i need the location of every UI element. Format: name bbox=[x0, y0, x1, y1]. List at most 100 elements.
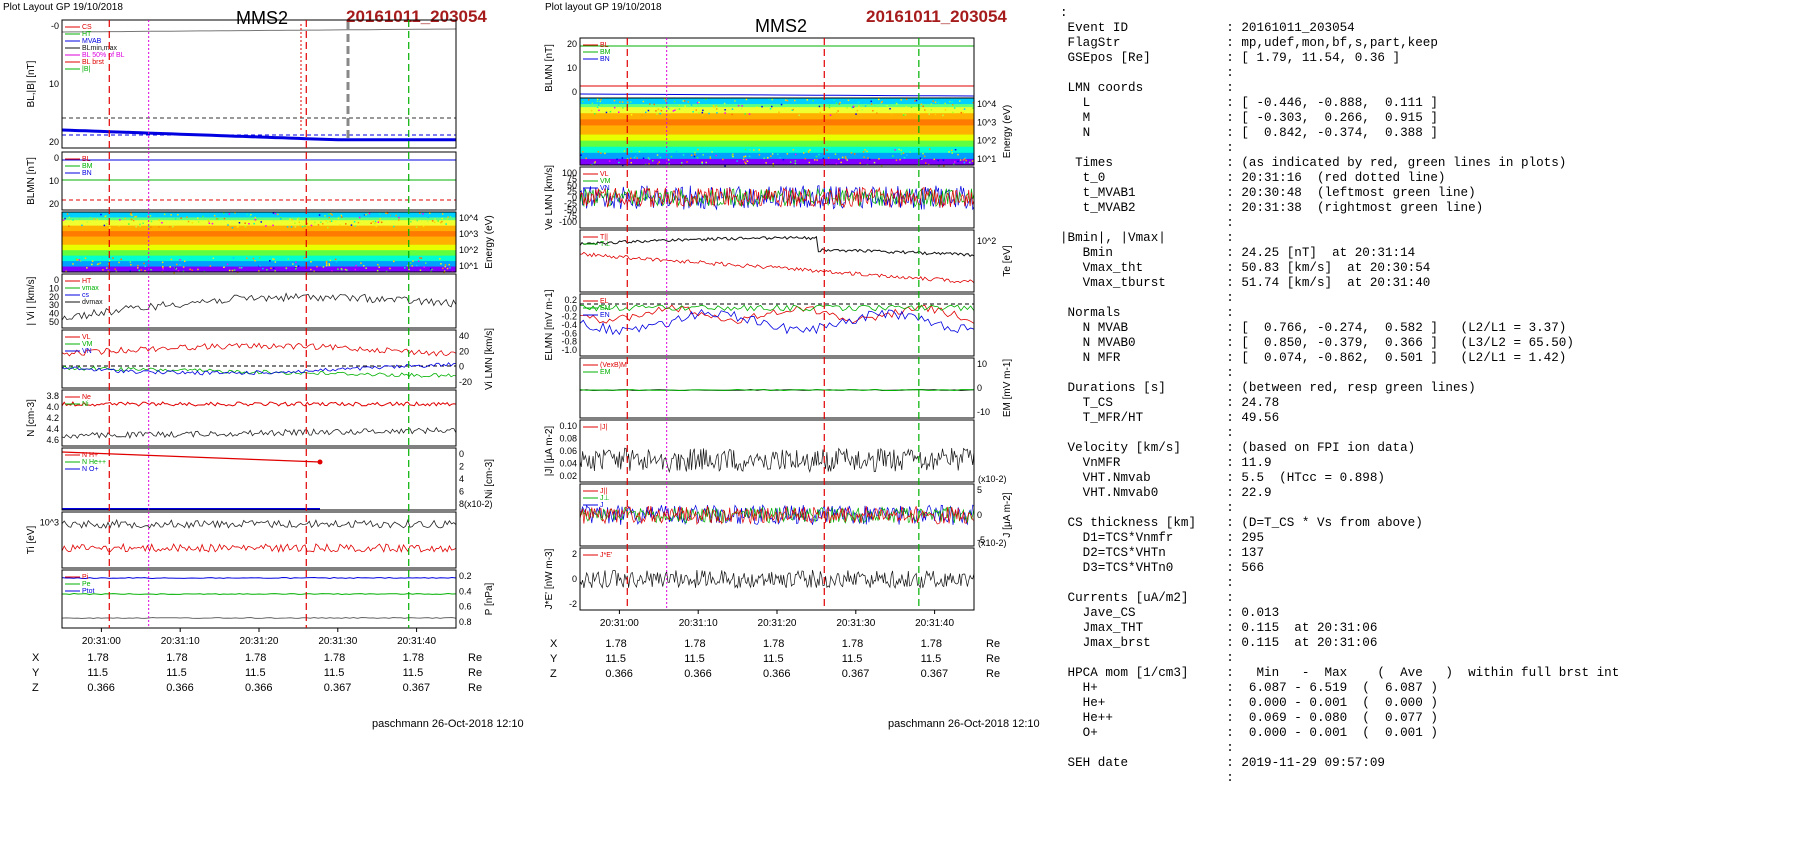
heatmap-speckle bbox=[928, 113, 930, 115]
y-tick-label: 0.8 bbox=[459, 617, 472, 627]
panel-frame bbox=[61, 389, 457, 447]
heatmap-speckle bbox=[211, 222, 214, 225]
heatmap-speckle bbox=[299, 224, 301, 226]
heatmap-speckle bbox=[107, 270, 109, 273]
heatmap-speckle bbox=[904, 114, 907, 116]
heatmap-speckle bbox=[745, 162, 747, 165]
heatmap-speckle bbox=[81, 224, 83, 227]
heatmap-speckle bbox=[422, 213, 424, 215]
heatmap-speckle bbox=[197, 217, 199, 219]
heatmap-speckle bbox=[694, 151, 696, 154]
y-axis-label: Ti [eV] bbox=[26, 526, 37, 555]
heatmap-speckle bbox=[129, 213, 132, 216]
heatmap-speckle bbox=[972, 101, 975, 104]
heatmap-speckle bbox=[833, 99, 835, 101]
heatmap-speckle bbox=[416, 264, 418, 267]
y-tick-label: -0.2 bbox=[561, 312, 577, 322]
heatmap-speckle bbox=[641, 114, 643, 116]
heatmap-speckle bbox=[748, 155, 751, 158]
heatmap-speckle bbox=[335, 261, 338, 263]
heatmap-speckle bbox=[250, 214, 252, 216]
heatmap-speckle bbox=[182, 266, 185, 268]
heatmap-speckle bbox=[186, 216, 188, 218]
heatmap-speckle bbox=[705, 98, 707, 100]
scale-note: (x10-2) bbox=[978, 474, 1007, 484]
heatmap-speckle bbox=[828, 104, 831, 106]
heatmap-speckle bbox=[91, 260, 94, 262]
heatmap-speckle bbox=[608, 160, 611, 162]
heatmap-speckle bbox=[325, 261, 328, 264]
heatmap-speckle bbox=[794, 162, 797, 165]
heatmap-speckle bbox=[317, 224, 320, 226]
heatmap-speckle bbox=[942, 159, 945, 161]
heatmap-speckle bbox=[742, 158, 745, 161]
heatmap-speckle bbox=[139, 223, 141, 226]
heatmap-speckle bbox=[670, 155, 673, 158]
heatmap-speckle bbox=[794, 99, 796, 102]
heatmap-speckle bbox=[698, 101, 700, 104]
heatmap-speckle bbox=[260, 221, 262, 223]
heatmap-speckle bbox=[326, 260, 328, 263]
legend-label: EN bbox=[600, 312, 610, 319]
legend-label: HT bbox=[82, 31, 92, 38]
heatmap-speckle bbox=[447, 216, 449, 218]
heatmap-speckle bbox=[866, 150, 868, 153]
info-line: Event ID : 20161011_203054 bbox=[1060, 21, 1355, 35]
heatmap-speckle bbox=[65, 270, 67, 273]
left-signature: paschmann 26-Oct-2018 12:10 bbox=[372, 718, 524, 730]
heatmap-speckle bbox=[806, 99, 808, 101]
heatmap-speckle bbox=[872, 110, 874, 112]
heatmap-speckle bbox=[208, 222, 211, 224]
info-line: SEH date : 2019-11-29 09:57:09 bbox=[1060, 756, 1385, 770]
info-line: : bbox=[1060, 651, 1234, 665]
legend-label: VN bbox=[600, 185, 610, 192]
heatmap-speckle bbox=[163, 213, 166, 216]
heatmap-speckle bbox=[605, 111, 608, 114]
heatmap-speckle bbox=[130, 212, 132, 214]
heatmap-speckle bbox=[246, 257, 248, 259]
heatmap-speckle bbox=[732, 153, 734, 155]
info-line: Vmax_tburst : 51.74 [km/s] at 20:31:40 bbox=[1060, 276, 1431, 290]
heatmap-speckle bbox=[876, 112, 878, 114]
heatmap-speckle bbox=[812, 100, 814, 102]
legend-label: dvmax bbox=[82, 299, 103, 306]
legend-label: Pe bbox=[82, 581, 91, 588]
heatmap-speckle bbox=[778, 111, 780, 113]
heatmap-speckle bbox=[702, 109, 704, 112]
heatmap-speckle bbox=[934, 113, 937, 116]
heatmap-speckle bbox=[213, 214, 216, 217]
heatmap-speckle bbox=[345, 223, 347, 225]
heatmap-speckle bbox=[613, 99, 616, 102]
info-line: |Bmin|, |Vmax| : bbox=[1060, 231, 1234, 245]
heatmap-speckle bbox=[899, 158, 901, 161]
y-tick-label: 4.0 bbox=[46, 402, 59, 412]
heatmap-band bbox=[580, 134, 974, 139]
heatmap-speckle bbox=[367, 212, 370, 215]
heatmap-speckle bbox=[227, 226, 230, 229]
heatmap-speckle bbox=[404, 267, 406, 269]
coord-value: 0.367 bbox=[323, 682, 352, 694]
heatmap-speckle bbox=[70, 214, 72, 217]
heatmap-speckle bbox=[254, 218, 256, 221]
heatmap-speckle bbox=[929, 148, 931, 150]
heatmap-speckle bbox=[429, 212, 431, 214]
heatmap-speckle bbox=[143, 262, 145, 265]
info-line: N MFR : [ 0.074, -0.862, 0.501 ] (L2/L1 … bbox=[1060, 351, 1567, 365]
heatmap-speckle bbox=[723, 102, 726, 105]
heatmap-speckle bbox=[618, 161, 620, 164]
heatmap-speckle bbox=[357, 221, 360, 224]
heatmap-speckle bbox=[360, 262, 362, 264]
legend-label: BN bbox=[82, 170, 92, 177]
heatmap-speckle bbox=[363, 265, 365, 267]
panel-frame bbox=[579, 293, 975, 357]
heatmap-speckle bbox=[182, 270, 185, 273]
y-tick-label: 0.2 bbox=[459, 571, 472, 581]
heatmap-speckle bbox=[197, 268, 199, 271]
legend-label: VM bbox=[600, 178, 611, 185]
heatmap-speckle bbox=[86, 267, 88, 269]
heatmap-speckle bbox=[701, 161, 703, 164]
y-tick-label: 10 bbox=[49, 176, 59, 186]
heatmap-speckle bbox=[596, 98, 599, 100]
heatmap-band bbox=[62, 239, 456, 243]
heatmap-speckle bbox=[109, 258, 111, 260]
